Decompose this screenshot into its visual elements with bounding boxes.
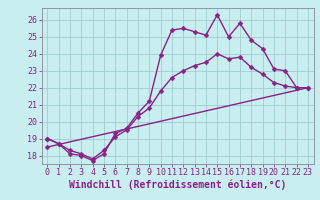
X-axis label: Windchill (Refroidissement éolien,°C): Windchill (Refroidissement éolien,°C) [69,180,286,190]
